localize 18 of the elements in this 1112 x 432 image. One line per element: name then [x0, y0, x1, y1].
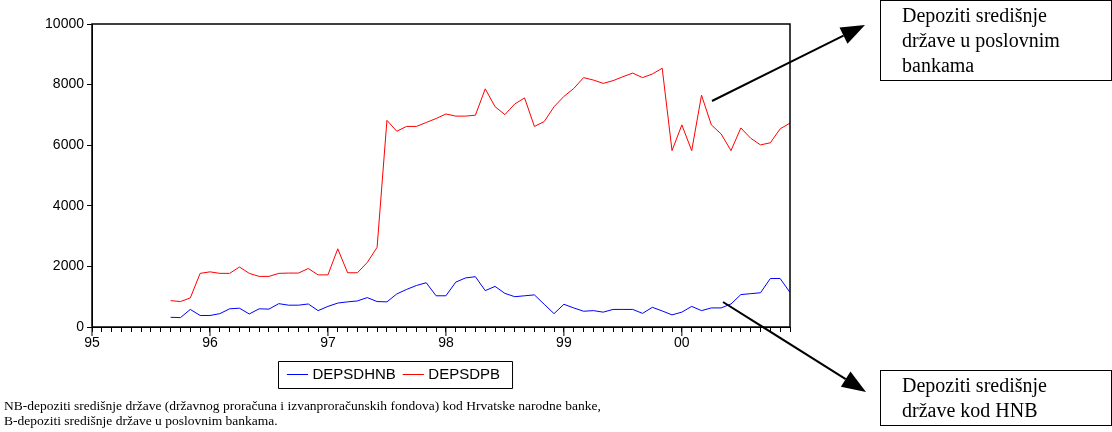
y-tick-label: 0: [76, 317, 85, 334]
y-tick-label: 6000: [52, 136, 85, 153]
text: Depoziti središnje države u poslovnim bankama: [880, 0, 1112, 81]
y-tick-label: 8000: [52, 75, 85, 92]
x-tick-label: 99: [556, 334, 572, 351]
legend-label: DEPSDPB: [428, 364, 501, 382]
y-tick-label: 10000: [45, 14, 85, 31]
x-tick-label: 00: [674, 334, 690, 351]
legend-label: DEPSDHNB: [312, 364, 396, 382]
x-tick-label: 98: [438, 334, 454, 351]
x-tick-label: 97: [320, 334, 336, 351]
x-tick-label: 95: [84, 334, 100, 351]
text: Depoziti središnje države kod HNB: [880, 370, 1112, 426]
x-tick-label: 96: [202, 334, 218, 351]
y-tick-label: 2000: [52, 257, 85, 274]
y-tick-label: 4000: [52, 196, 85, 213]
text: NB-depoziti središnje države (državnog proračuna i izvanproračunskih fondova) kod Hrvatske narodne banke,: [4, 398, 601, 413]
text: B-depoziti središnje države u poslovnim bankama.: [4, 413, 279, 428]
